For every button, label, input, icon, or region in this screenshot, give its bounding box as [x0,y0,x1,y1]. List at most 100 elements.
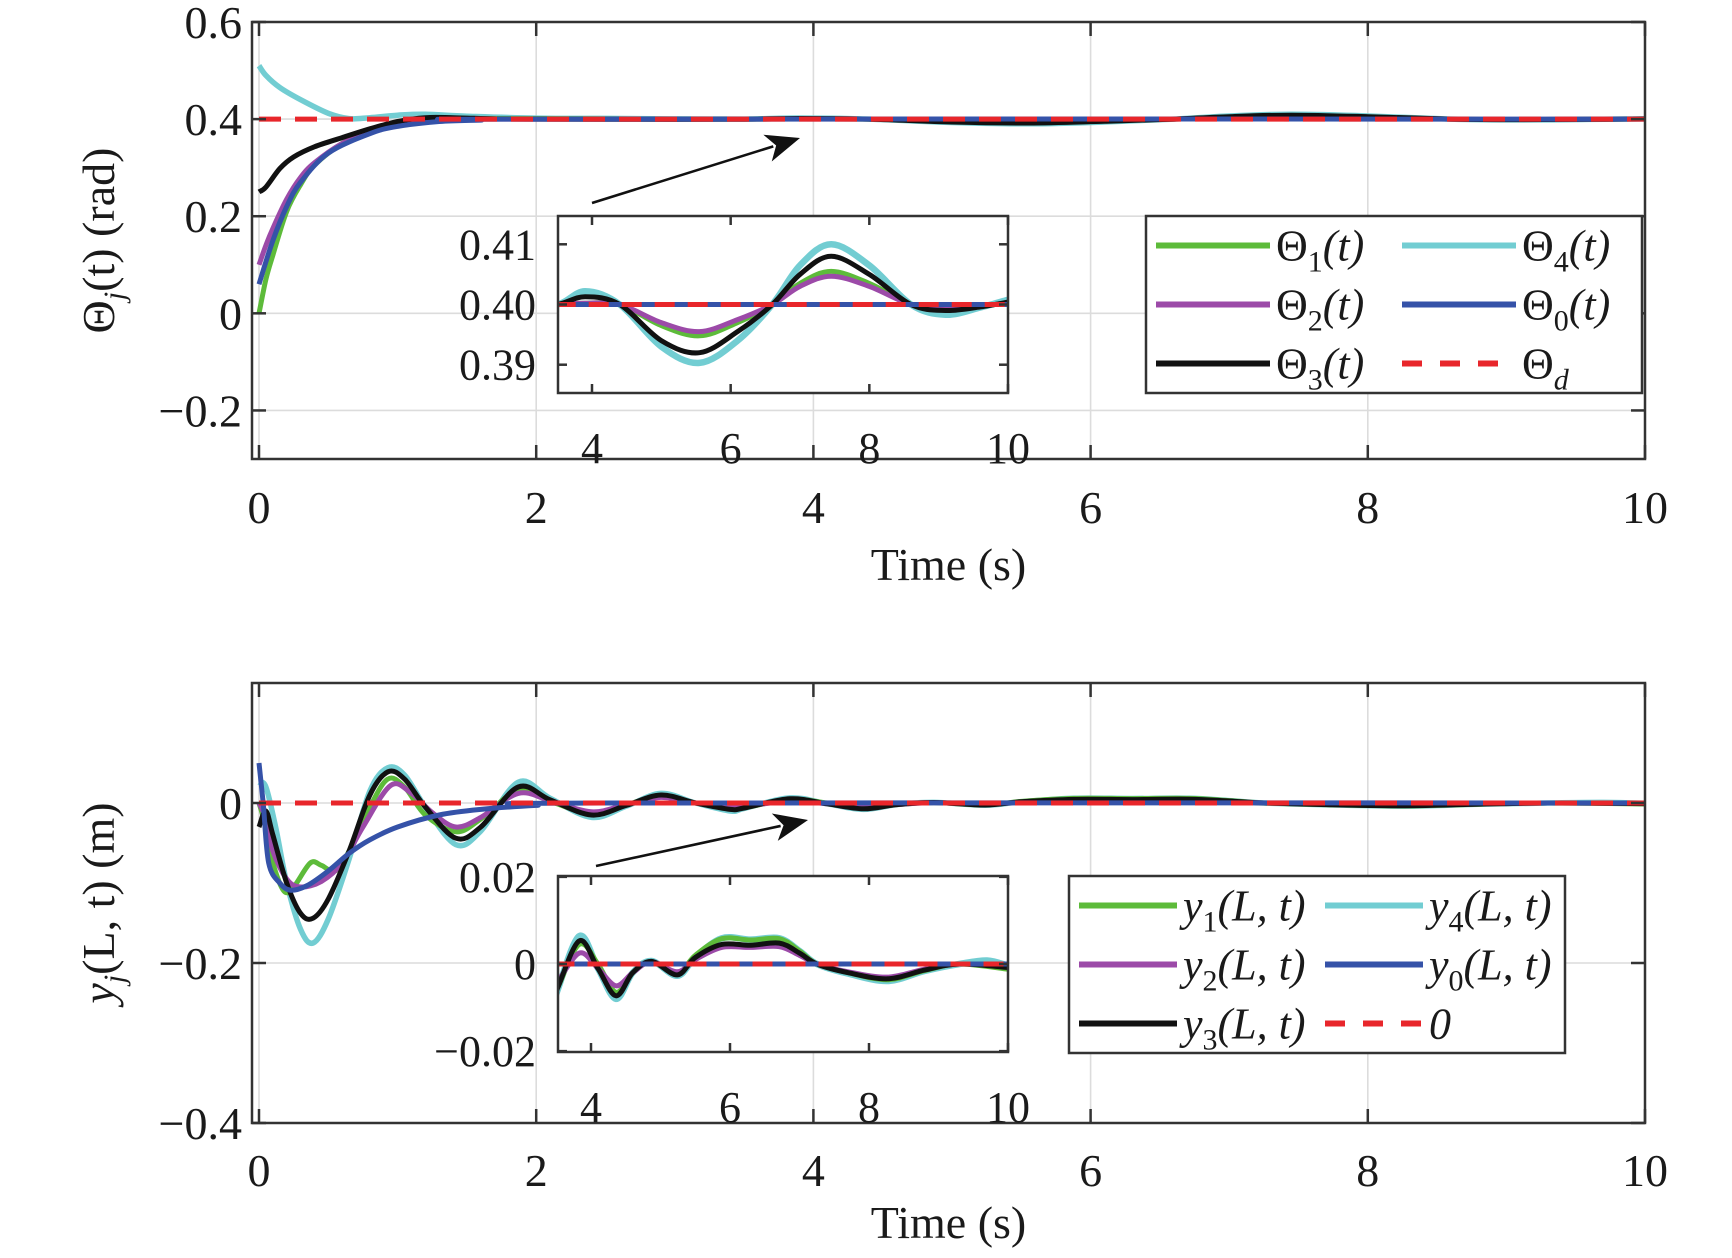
theta-legend-label-base: Θ [1276,222,1308,271]
deflection-inset-x-tick-label: 6 [719,1083,741,1132]
deflection-inset-y-tick-label: 0.02 [459,853,536,902]
theta-y-tick-label: 0.6 [185,0,243,48]
theta-legend-item: Θ4(t) [1402,222,1610,279]
theta-arrow-shaft [591,145,774,205]
deflection-legend-label: y4(L, t) [1425,882,1552,939]
theta-y-tick-label: 0.4 [185,94,243,145]
deflection-legend-label: y3(L, t) [1179,1000,1306,1057]
theta-inset-x-tick-label: 10 [986,424,1030,473]
theta-x-axis-label: Time (s) [871,539,1027,590]
deflection-y-tick-label: 0 [219,778,242,829]
deflection-legend-label: y2(L, t) [1179,941,1306,998]
deflection-legend-label-rest: (L, t) [1218,1000,1306,1049]
theta-x-tick-label: 2 [525,482,548,533]
deflection-legend-item: 0 [1325,1000,1451,1049]
theta-legend-label-sub: d [1554,364,1570,397]
theta-legend-label: Θd [1522,340,1570,397]
theta-legend-label: Θ0(t) [1522,281,1610,338]
deflection-legend-label-base: y [1425,941,1449,990]
deflection-legend-label-base: y [1179,941,1203,990]
theta-inset-y-tick-label: 0.39 [459,341,536,390]
theta-legend-label-sub: 3 [1308,364,1323,397]
theta-arrow-head [763,134,800,162]
deflection-series [256,762,1645,947]
deflection-legend-item: y4(L, t) [1325,882,1552,939]
deflection-ylabel-symbol: y [73,983,124,1008]
deflection-inset: 4 6 8 10 −0.02 0 0.02 [434,853,1030,1132]
theta-legend-label: Θ1(t) [1276,222,1364,279]
deflection-x-axis-label: Time (s) [871,1197,1027,1248]
theta-x-tick-label: 0 [248,482,271,533]
deflection-y-tick-label: −0.2 [159,938,242,989]
deflection-legend-label: 0 [1429,1000,1451,1049]
deflection-inset-x-tick-label: 10 [986,1083,1030,1132]
deflection-legend-item: y1(L, t) [1079,882,1306,939]
theta-legend-label: Θ4(t) [1522,222,1610,279]
theta-series--3-t [257,112,1645,195]
deflection-legend-label-base: y [1179,882,1203,931]
theta-ylabel-symbol: Θ [73,300,124,333]
deflection-y-axis-label: yj(L, t) (m) [73,802,131,1007]
deflection-legend: y1(L, t)y2(L, t)y3(L, t)y4(L, t)y0(L, t)… [1067,874,1567,1057]
theta-inset-x-tick-label: 8 [858,424,880,473]
theta-legend-label-sub: 2 [1308,305,1323,338]
theta-inset-y-tick-label: 0.40 [459,281,536,330]
theta-y-tick-labels: −0.2 0 0.2 0.4 0.6 [159,0,242,436]
deflection-legend-label-base: 0 [1429,1000,1451,1049]
deflection-arrow-head [771,813,808,841]
deflection-legend-label-sub: 2 [1203,965,1218,998]
theta-x-tick-label: 8 [1356,482,1379,533]
theta-legend-label-rest: (t) [1323,222,1365,271]
deflection-legend-label: y0(L, t) [1425,941,1552,998]
theta-legend-label-rest: (t) [1323,340,1365,389]
theta-inset-series [558,241,1008,367]
deflection-legend-label-sub: 1 [1203,906,1218,939]
theta-legend-item: Θd [1402,340,1570,397]
deflection-axes-frame [250,681,1647,1125]
deflection-inset-x-tick-label: 8 [858,1083,880,1132]
deflection-legend-label-base: y [1425,882,1449,931]
theta-inset-x-tick-label: 4 [581,424,603,473]
theta-legend-label-sub: 4 [1554,246,1569,279]
theta-series [256,64,1645,314]
theta-legend-item: Θ2(t) [1156,281,1364,338]
theta-legend-item: Θ1(t) [1156,222,1364,279]
theta-y-axis-label: Θj(t) (rad) [73,148,131,334]
deflection-legend-label-rest: (L, t) [1464,941,1552,990]
theta-zoom-arrow [591,134,800,205]
deflection-y-tick-labels: −0.4 −0.2 0 [159,778,242,1149]
theta-ylabel-rest: (t) (rad) [73,148,124,292]
deflection-legend-label: y1(L, t) [1179,882,1306,939]
deflection-legend-label-rest: (L, t) [1218,941,1306,990]
deflection-inset-x-tick-label: 4 [580,1083,602,1132]
theta-legend-label-rest: (t) [1323,281,1365,330]
theta-legend-label-sub: 0 [1554,305,1569,338]
deflection-x-tick-label: 10 [1622,1145,1668,1196]
theta-legend-item: Θ3(t) [1156,340,1364,397]
theta-x-tick-label: 6 [1079,482,1102,533]
deflection-x-tick-label: 4 [802,1145,825,1196]
deflection-ticks [252,683,1647,1125]
theta-plot: 0 2 4 6 8 10 −0.200.20.40.6 Time (s) Θj(t) (r… [73,0,1668,590]
deflection-zoom-arrow [595,813,808,868]
deflection-legend-item: y3(L, t) [1079,1000,1306,1057]
deflection-arrow-shaft [595,824,781,868]
theta-legend-label-base: Θ [1522,340,1554,389]
theta-y-tick-label: 0.2 [185,191,243,242]
theta-legend: Θ1(t)Θ2(t)Θ3(t)Θ4(t)Θ0(t)Θd [1144,214,1644,397]
theta-legend-label-base: Θ [1522,222,1554,271]
deflection-x-tick-labels: 0 2 4 6 8 10 [248,1145,1669,1196]
deflection-legend-label-sub: 3 [1203,1024,1218,1057]
theta-legend-label-base: Θ [1276,281,1308,330]
theta-inset-x-tick-label: 6 [720,424,742,473]
theta-ylabel-sub: j [98,292,131,304]
theta-y-tick-label: 0 [219,288,242,339]
deflection-legend-label-rest: (L, t) [1218,882,1306,931]
theta-x-tick-label: 10 [1622,482,1668,533]
deflection-legend-label-rest: (L, t) [1464,882,1552,931]
theta-legend-label: Θ3(t) [1276,340,1364,397]
theta-legend-label: Θ2(t) [1276,281,1364,338]
deflection-legend-label-sub: 0 [1449,965,1464,998]
theta-legend-label-rest: (t) [1569,222,1611,271]
